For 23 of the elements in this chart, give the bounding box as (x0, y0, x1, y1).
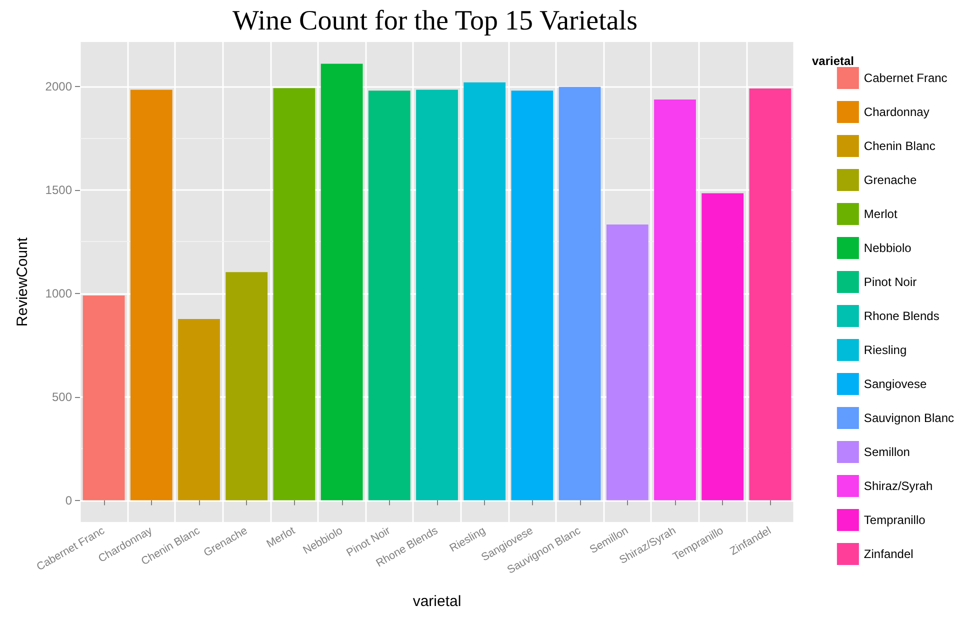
legend-label: Rhone Blends (864, 309, 940, 323)
legend-label: Grenache (864, 173, 917, 187)
legend-label: Sauvignon Blanc (864, 411, 954, 425)
y-axis-title: ReviewCount (14, 236, 31, 327)
y-tick-label: 2000 (45, 79, 72, 94)
y-tick-label: 1500 (45, 182, 72, 197)
legend-label: Pinot Noir (864, 275, 917, 289)
legend-label: Shiraz/Syrah (864, 479, 933, 493)
legend-label: Merlot (864, 207, 898, 221)
legend-label: Riesling (864, 343, 907, 357)
legend-label: Tempranillo (864, 513, 926, 527)
legend-label: Sangiovese (864, 377, 927, 391)
y-tick-label: 1000 (45, 286, 72, 300)
y-tick-label: 500 (52, 390, 72, 404)
legend-label: Chardonnay (864, 105, 930, 119)
x-axis-title: varietal (412, 593, 462, 610)
legend-label: Chenin Blanc (864, 139, 936, 153)
legend-label: Cabernet Franc (864, 71, 948, 85)
legend-label: Nebbiolo (864, 241, 912, 255)
legend-title: varietal (812, 54, 854, 68)
legend-label: Semillon (864, 445, 910, 459)
y-tick-label: 0 (65, 493, 72, 508)
chart-title: Wine Count for the Top 15 Varietals (232, 6, 638, 36)
